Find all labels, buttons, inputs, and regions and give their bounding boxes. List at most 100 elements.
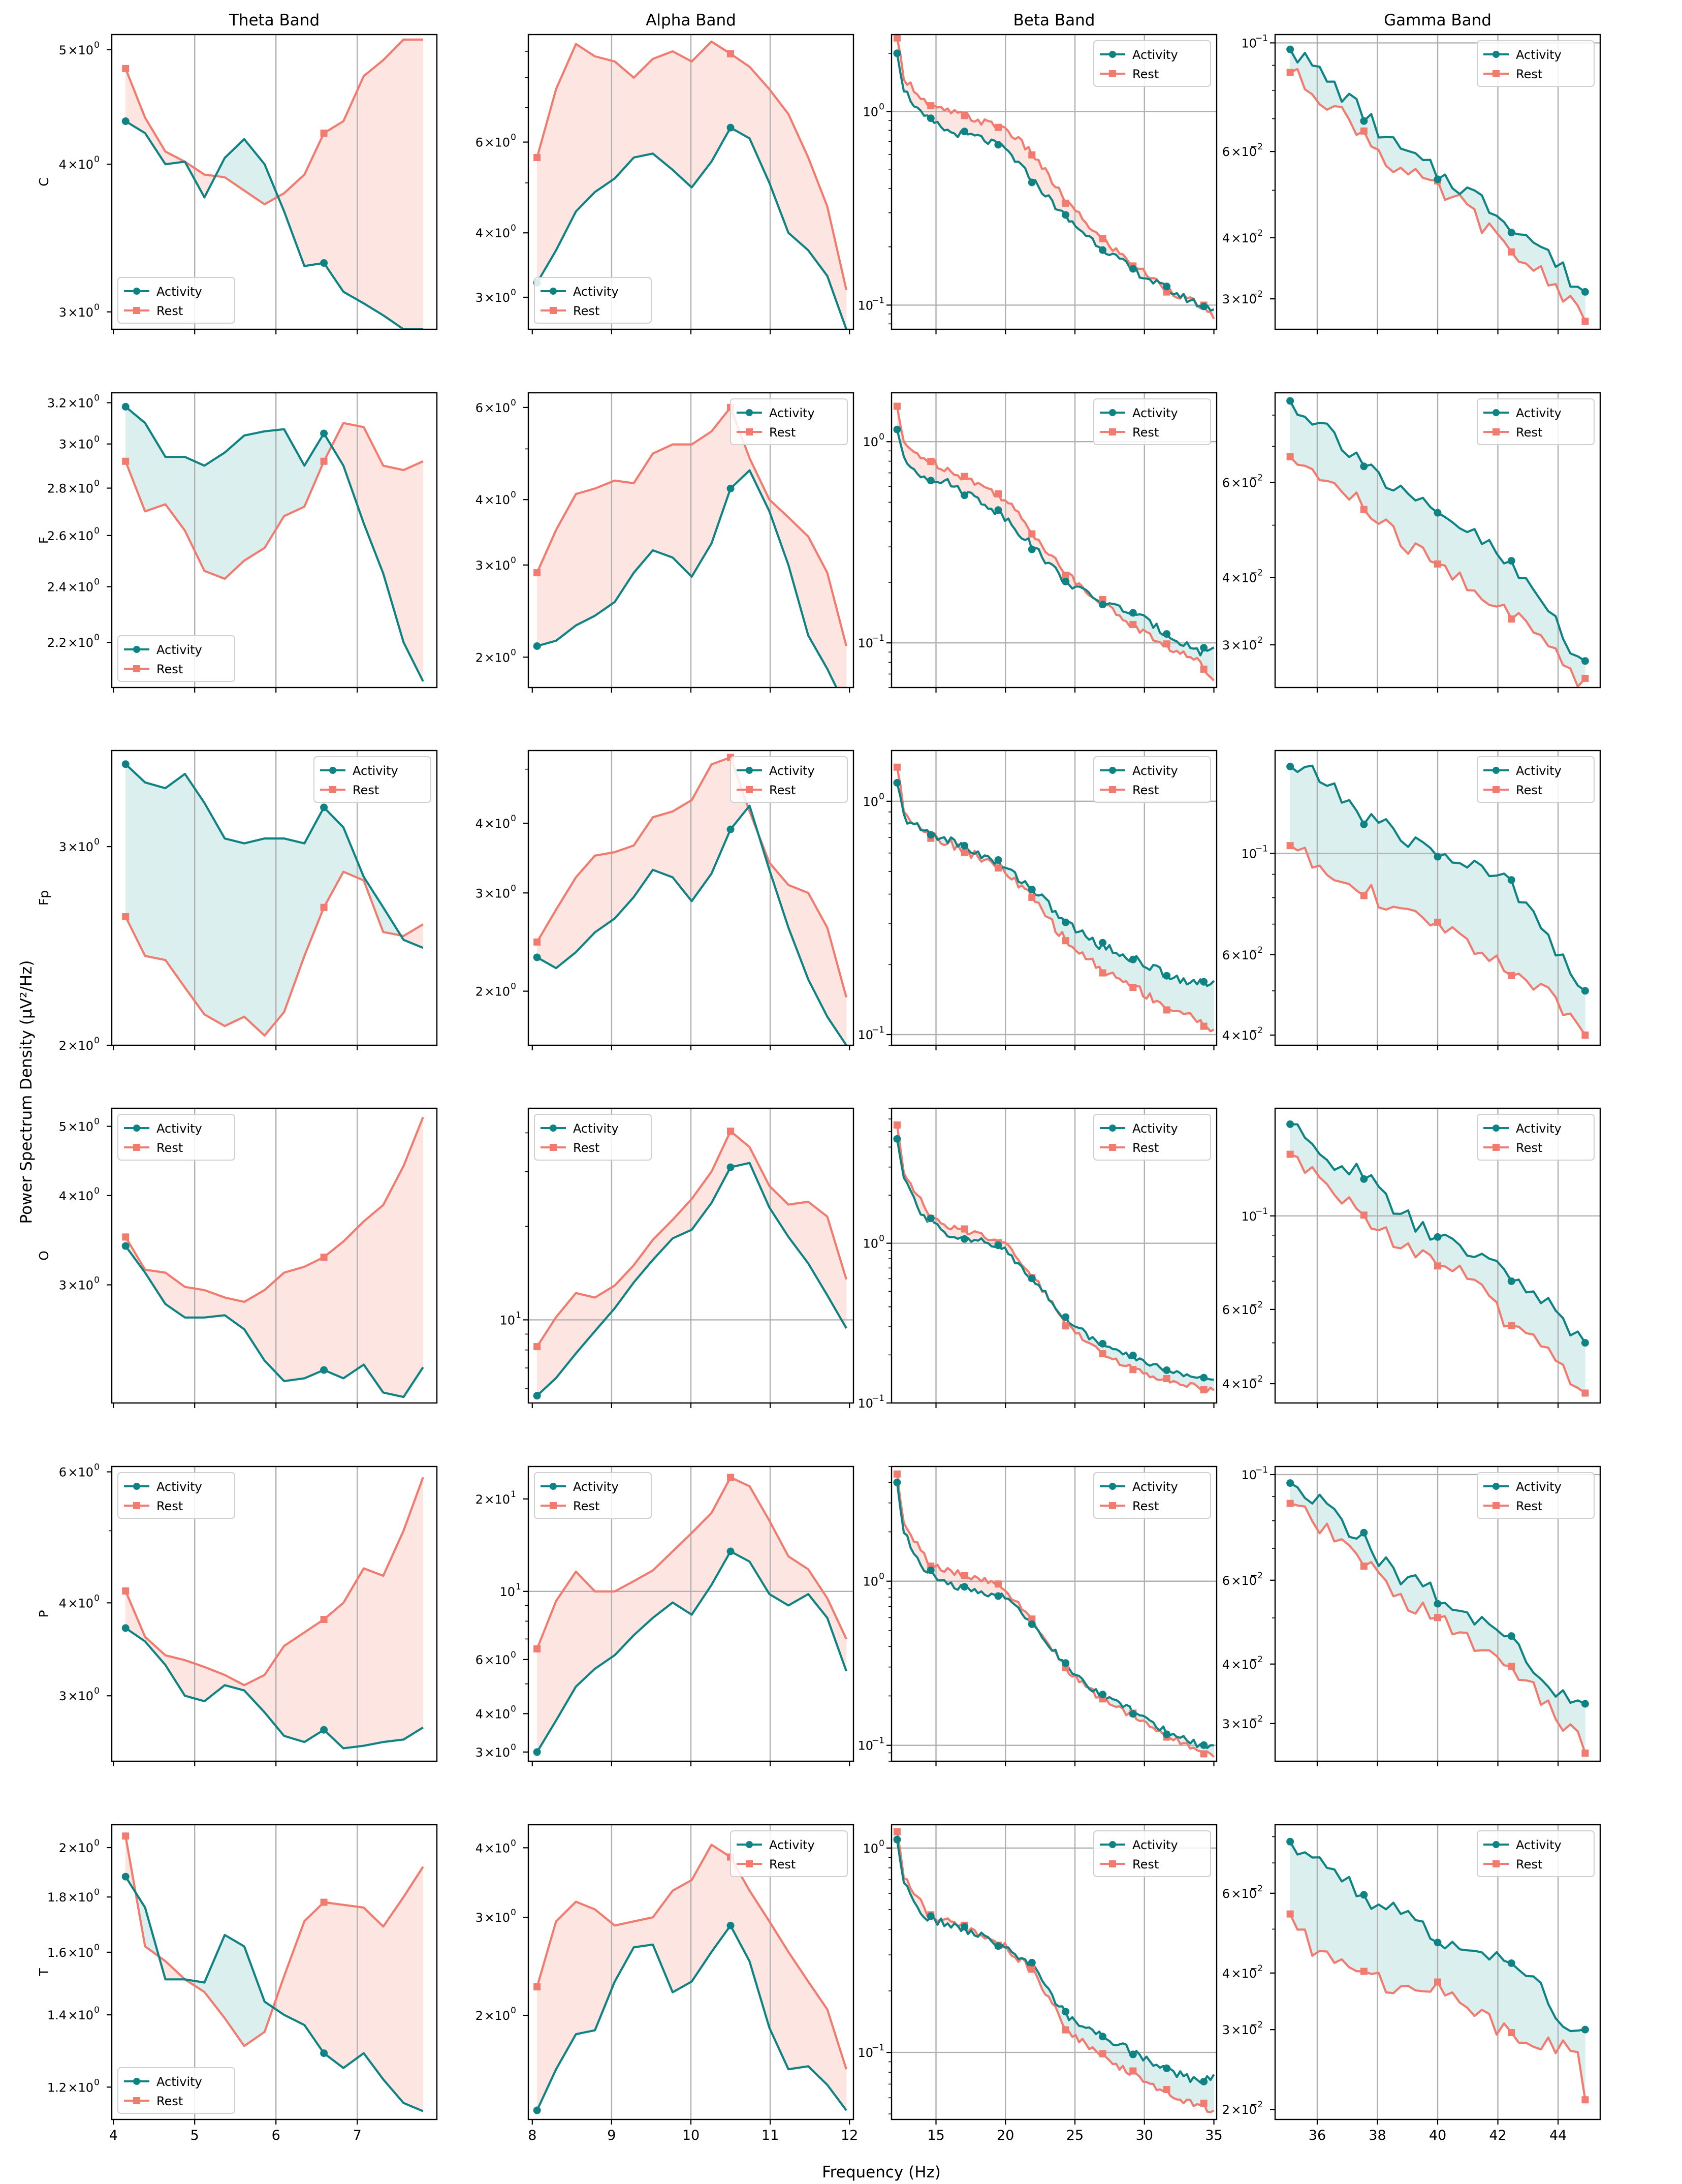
marker-activity	[726, 123, 735, 132]
figure-y-axis-label: Power Spectrum Density (μV²/Hz)	[17, 960, 36, 1224]
series-line-activity	[124, 405, 424, 682]
y-tick-mantissa: 6	[59, 1465, 67, 1480]
marker-activity	[320, 2049, 328, 2057]
marker-activity	[1200, 1741, 1208, 1749]
marker-rest	[1581, 2096, 1589, 2104]
fill-between-segment	[1386, 1902, 1394, 1993]
fill-between-segment	[383, 1896, 404, 2104]
y-tick-base: ×10	[68, 158, 93, 172]
y-tick-base: ×10	[484, 886, 510, 900]
fill-between-segment	[1481, 540, 1489, 606]
y-tick-label: −2×103	[1222, 289, 1263, 306]
x-tick-label: 40	[1429, 2128, 1446, 2143]
fill-between-segment	[1393, 1902, 1401, 1994]
legend-label-rest: Rest	[156, 662, 183, 676]
y-tick-base: ×10	[484, 558, 510, 573]
legend: Activity Rest	[1477, 1830, 1595, 1877]
y-tick-base: ×10	[68, 396, 93, 411]
legend-marker-activity	[133, 288, 140, 295]
marker-activity	[1507, 229, 1515, 237]
marker-activity	[1062, 2008, 1070, 2016]
legend: Activity Rest	[117, 2067, 235, 2114]
y-tick-mantissa: 10	[1241, 1468, 1257, 1482]
marker-activity	[1581, 987, 1589, 995]
y-tick-exponent: −1	[872, 1025, 884, 1035]
marker-activity	[121, 1624, 130, 1632]
marker-rest	[994, 123, 1002, 131]
marker-activity	[320, 429, 328, 438]
column-title-beta-band: Beta Band	[1013, 11, 1095, 29]
y-tick-exponent: 0	[94, 2005, 100, 2015]
marker-activity	[726, 825, 735, 833]
fill-between-segment	[1518, 1969, 1527, 2043]
marker-activity	[1099, 2033, 1107, 2041]
y-tick-exponent: −2	[1250, 1655, 1263, 1665]
legend-marker-rest	[133, 1502, 140, 1509]
y-tick-exponent: 0	[511, 398, 516, 408]
y-tick-label: −110	[858, 1025, 884, 1042]
fill-between-segment	[1197, 979, 1201, 1023]
legend-box	[730, 756, 848, 803]
y-tick-base: ×10	[484, 493, 510, 507]
marker-rest	[1200, 1022, 1208, 1030]
y-tick-base: ×10	[1231, 1717, 1257, 1731]
legend-label-rest: Rest	[1516, 1499, 1542, 1513]
y-tick-base: ×10	[1231, 476, 1257, 490]
y-tick-mantissa: 6	[475, 401, 483, 415]
marker-activity	[927, 114, 935, 122]
legend-label-rest: Rest	[1516, 783, 1542, 797]
fill-between-segment	[1526, 902, 1534, 990]
fill-between-segment	[1556, 1310, 1564, 1365]
marker-rest	[533, 1645, 541, 1652]
y-tick-label: −2×106	[1222, 1884, 1263, 1901]
legend-marker-rest	[1109, 1860, 1116, 1867]
y-tick-exponent: 0	[511, 133, 516, 143]
marker-rest	[1508, 1663, 1515, 1670]
y-tick-mantissa: 4	[1222, 571, 1230, 585]
fill-between-segment	[1504, 1960, 1512, 2033]
fill-between-segment	[304, 1619, 324, 1742]
series-line-activity	[536, 469, 838, 688]
y-tick-exponent: 0	[879, 102, 884, 112]
marker-activity	[1507, 1277, 1515, 1285]
panel-f-theta-band: 0×102.20×102.40×102.60×102.80×1030×103.2…	[47, 392, 438, 693]
y-tick-exponent: 1	[516, 1582, 521, 1592]
y-tick-label: 0×102.4	[47, 577, 100, 595]
axes-frame	[891, 1465, 1218, 1762]
marker-rest	[727, 1128, 735, 1135]
legend: Activity Rest	[1093, 1114, 1211, 1161]
y-tick-exponent: −2	[1250, 1714, 1263, 1724]
legend: Activity Rest	[730, 1830, 848, 1877]
axes-frame	[111, 1465, 438, 1762]
fill-between-segment	[1193, 2076, 1197, 2107]
marker-rest	[1062, 571, 1069, 579]
fill-between-segment	[1570, 1331, 1578, 1388]
fill-between-segment	[1326, 783, 1335, 881]
marker-rest	[1200, 1386, 1208, 1394]
y-tick-exponent: −2	[1250, 1571, 1263, 1581]
fill-between-segment	[204, 452, 225, 579]
y-tick-mantissa: 3	[1222, 638, 1230, 652]
y-tick-label: 0×101.2	[47, 2077, 100, 2095]
fill-between-segment	[264, 838, 284, 1036]
marker-activity	[927, 831, 935, 839]
legend-marker-rest	[746, 1860, 753, 1867]
legend: Activity Rest	[1093, 1830, 1211, 1877]
y-tick-mantissa: 3	[59, 840, 67, 854]
fill-between-segment	[576, 488, 595, 626]
fill-between-segment	[1207, 649, 1211, 678]
marker-activity	[121, 1242, 130, 1250]
legend-box	[1477, 1472, 1595, 1519]
fill-between-segment	[1173, 975, 1177, 1012]
y-tick-exponent: 0	[511, 2006, 516, 2016]
axes-frame	[111, 392, 438, 689]
y-tick-mantissa: 10	[1241, 1209, 1257, 1224]
fill-between-segment	[652, 811, 673, 878]
marker-rest	[1508, 2029, 1515, 2037]
y-tick-mantissa: 6	[1222, 948, 1230, 962]
legend-label-activity: Activity	[769, 406, 815, 420]
fill-between-segment	[1326, 81, 1335, 110]
marker-activity	[1507, 557, 1515, 565]
fill-between-segment	[576, 1901, 595, 2035]
